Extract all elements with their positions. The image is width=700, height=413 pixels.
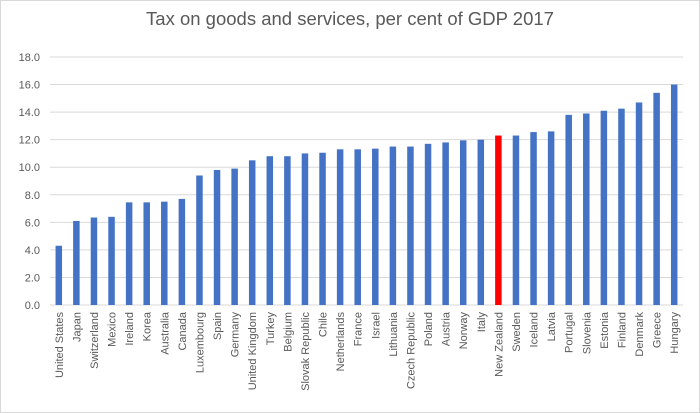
x-tick-label: Denmark [634, 312, 646, 357]
bar [424, 143, 432, 305]
x-tick-label: Greece [652, 312, 664, 348]
x-tick-label: Iceland [529, 312, 541, 347]
bar [600, 110, 608, 305]
x-tick-label: New Zealand [493, 312, 505, 377]
x-tick-label: Italy [476, 312, 488, 333]
x-tick-label: Mexico [107, 312, 119, 347]
x-tick-label: Chile [318, 312, 330, 337]
bar [213, 169, 221, 305]
bar [301, 153, 309, 305]
bar [389, 146, 397, 305]
x-tick-label: United States [54, 312, 66, 379]
bar [670, 84, 678, 305]
x-tick-label: Estonia [599, 311, 611, 349]
x-tick-label: Norway [458, 312, 470, 350]
bar [653, 92, 660, 305]
bar [178, 198, 186, 305]
y-tick-label: 18.0 [19, 52, 40, 64]
x-tick-label: Hungary [669, 312, 681, 354]
x-tick-label: Luxembourg [194, 312, 206, 373]
bar [372, 148, 379, 305]
bar [635, 102, 643, 305]
y-tick-label: 4.0 [25, 245, 40, 257]
bar [55, 245, 63, 305]
x-tick-label: Australia [159, 311, 171, 355]
bar [196, 175, 203, 305]
bar [108, 216, 115, 305]
x-tick-label: Finland [616, 312, 628, 348]
bar [336, 149, 344, 305]
x-tick-label: Poland [423, 312, 435, 346]
x-tick-label: Japan [71, 312, 83, 342]
bar [565, 114, 572, 305]
bar [143, 202, 150, 305]
x-tick-label: Slovenia [581, 311, 593, 354]
x-tick-label: France [353, 312, 365, 346]
x-tick-label: Netherlands [335, 312, 347, 372]
bar [231, 168, 238, 305]
bar [442, 142, 449, 305]
bar [583, 113, 590, 305]
x-tick-label: Germany [230, 312, 242, 358]
bar [618, 108, 625, 306]
x-tick-label: Latvia [546, 311, 558, 341]
y-tick-label: 6.0 [25, 217, 40, 229]
x-tick-label: Slovak Republic [300, 312, 312, 391]
x-tick-label: Spain [212, 312, 224, 340]
y-tick-label: 14.0 [19, 107, 40, 119]
y-tick-label: 12.0 [19, 135, 40, 147]
x-tick-label: Switzerland [89, 312, 101, 369]
x-tick-label: Belgium [282, 312, 294, 352]
y-tick-label: 8.0 [25, 190, 40, 202]
bar [512, 135, 520, 305]
x-tick-label: Austria [441, 311, 453, 346]
y-tick-label: 16.0 [19, 80, 40, 92]
bar [495, 135, 502, 305]
bar [319, 152, 326, 305]
x-tick-label: Sweden [511, 312, 523, 352]
x-tick-label: Turkey [265, 312, 277, 346]
y-tick-label: 2.0 [25, 272, 40, 284]
bar [459, 140, 467, 305]
bar [407, 146, 414, 305]
x-tick-label: Canada [177, 311, 189, 350]
bar [248, 160, 256, 305]
bar [161, 201, 168, 305]
bar [73, 220, 80, 305]
x-tick-label: Lithuania [388, 311, 400, 357]
x-tick-label: Portugal [564, 312, 576, 353]
x-tick-label: Korea [142, 311, 154, 341]
chart-title: Tax on goods and services, per cent of G… [146, 8, 554, 29]
bar [354, 149, 361, 305]
x-tick-label: Czech Republic [405, 312, 417, 390]
x-tick-label: Ireland [124, 312, 136, 346]
bar [284, 156, 291, 305]
y-tick-label: 10.0 [19, 162, 40, 174]
y-tick-label: 0.0 [25, 300, 40, 312]
bar [266, 156, 274, 305]
x-tick-label: United Kingdom [247, 312, 259, 390]
bar [530, 132, 537, 305]
x-tick-label: Israel [370, 312, 382, 339]
bar [90, 217, 98, 305]
bar [477, 139, 485, 305]
bar [547, 131, 555, 305]
bar [125, 202, 133, 305]
